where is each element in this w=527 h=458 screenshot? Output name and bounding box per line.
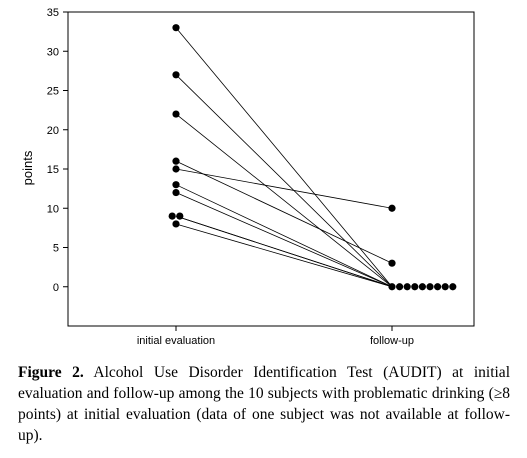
y-tick-label: 15 — [47, 164, 59, 176]
follow-up-point — [449, 283, 457, 291]
initial-point — [172, 188, 180, 197]
follow-up-point — [411, 283, 419, 291]
subject-line — [175, 74, 393, 288]
y-tick-label: 0 — [53, 282, 59, 294]
subject-line — [175, 192, 393, 288]
follow-up-point — [388, 283, 396, 291]
initial-point — [172, 165, 180, 173]
subject-line — [175, 113, 393, 288]
caption-label: Figure 2. — [18, 364, 84, 381]
subject-line — [175, 160, 393, 264]
initial-point — [172, 181, 180, 189]
subject-line — [175, 215, 393, 288]
initial-point — [168, 212, 176, 220]
plot-frame — [67, 11, 475, 327]
y-axis-title: points — [20, 150, 35, 185]
follow-up-point — [441, 283, 449, 291]
follow-up-point — [388, 259, 396, 267]
x-tick-label: follow-up — [370, 335, 414, 347]
y-tick-label: 35 — [47, 7, 59, 19]
initial-point — [172, 71, 180, 79]
y-tick-label: 30 — [47, 46, 59, 58]
subject-line — [175, 27, 393, 288]
x-tick-label: initial evaluation — [137, 335, 215, 347]
chart: 0 5 10 15 20 25 30 35 initial evaluation follow-u… — [20, 7, 475, 347]
subject-line — [175, 168, 393, 209]
data-points — [168, 24, 457, 291]
initial-point — [176, 212, 184, 220]
follow-up-point — [403, 283, 411, 291]
connector-lines — [175, 27, 393, 288]
y-tick-label: 10 — [47, 203, 59, 215]
follow-up-point — [396, 283, 404, 291]
follow-up-point — [434, 283, 442, 291]
follow-up-point — [418, 283, 426, 291]
follow-up-point — [426, 283, 434, 291]
subject-line — [175, 184, 393, 288]
axes: 0 5 10 15 20 25 30 35 initial evaluation follow-u… — [47, 7, 475, 347]
initial-point — [172, 220, 180, 228]
figure-caption: Figure 2. Alcohol Use Disorder Identific… — [18, 362, 510, 446]
y-tick-label: 5 — [53, 243, 59, 255]
y-tick-label: 25 — [47, 86, 59, 98]
caption-text: Alcohol Use Disorder Identification Test… — [18, 364, 510, 444]
initial-point — [172, 24, 180, 32]
follow-up-point — [388, 204, 396, 212]
y-tick-label: 20 — [47, 125, 59, 137]
initial-point — [172, 110, 180, 118]
initial-point — [172, 157, 180, 165]
subject-line — [175, 223, 393, 288]
